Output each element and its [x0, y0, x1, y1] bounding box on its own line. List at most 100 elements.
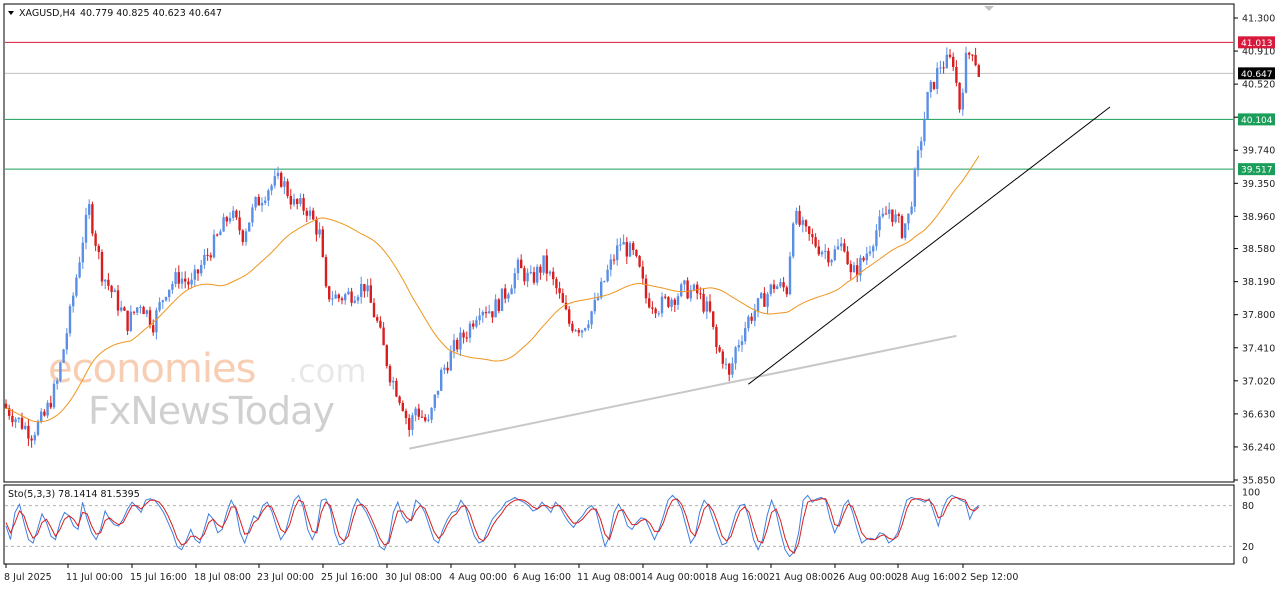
candle-body	[955, 66, 958, 83]
time-tick-label: 18 Aug 16:00	[705, 572, 769, 583]
price-tick-label: 40.910	[1242, 47, 1275, 58]
candle-body	[219, 231, 222, 236]
candle-body	[606, 269, 609, 282]
candle-body	[33, 434, 36, 441]
level-price-tag	[1238, 67, 1275, 80]
price-tick-label: 37.800	[1242, 310, 1275, 321]
candle-body	[398, 396, 401, 403]
candle-body	[852, 265, 856, 273]
candle-body	[942, 67, 945, 69]
candle-body	[17, 417, 20, 420]
candle-body	[424, 417, 427, 421]
candle-body	[65, 333, 68, 350]
candle-body	[600, 281, 603, 298]
time-tick-label: 14 Aug 00:00	[641, 572, 705, 583]
candle-body	[40, 411, 43, 422]
candle-body	[270, 185, 273, 191]
level-price-tag-label: 39.517	[1241, 166, 1273, 176]
candle-body	[340, 298, 344, 301]
candle-body	[529, 272, 532, 274]
candle-body	[321, 229, 324, 258]
candle-body	[731, 363, 734, 375]
candle-body	[648, 298, 651, 308]
candle-body	[372, 302, 376, 318]
support-trendline[interactable]	[408, 334, 957, 450]
candle-body	[926, 92, 929, 119]
uptrend-line[interactable]	[748, 106, 1111, 385]
candle-body	[216, 234, 219, 236]
candle-body	[776, 286, 779, 289]
level-price-tag-label: 40.104	[1241, 116, 1273, 126]
candle-body	[324, 257, 328, 287]
candle-body	[459, 332, 462, 350]
candle-body	[305, 210, 308, 216]
candle-body	[84, 214, 88, 243]
candle-body	[430, 407, 433, 420]
candle-body	[260, 202, 264, 206]
candle-body	[360, 283, 363, 297]
candle-body	[52, 383, 56, 408]
candle-body	[251, 207, 254, 223]
candle-body	[107, 279, 110, 286]
candle-body	[664, 296, 667, 298]
candle-body	[30, 438, 33, 441]
candle-body	[8, 408, 11, 416]
candle-body	[296, 199, 299, 204]
candle-body	[417, 408, 420, 417]
candle-body	[356, 296, 360, 301]
candle-body	[872, 246, 875, 252]
candle-body	[747, 316, 750, 329]
chart-shift-marker[interactable]	[984, 6, 994, 11]
candle-body	[273, 176, 276, 186]
candle-body	[289, 195, 292, 205]
candle-body	[420, 416, 424, 418]
candle-body	[916, 150, 920, 171]
candle-body	[673, 299, 676, 305]
candle-body	[171, 284, 174, 290]
candle-body	[369, 285, 372, 303]
candle-body	[539, 266, 542, 273]
candle-body	[763, 293, 766, 307]
candle-body	[136, 307, 139, 313]
candle-body	[756, 298, 760, 312]
candle-body	[504, 288, 507, 299]
watermark-fxnewstoday: FxNewsToday	[88, 389, 334, 433]
candle-body	[856, 265, 859, 276]
candle-body	[657, 313, 660, 315]
candle-body	[14, 419, 17, 423]
candle-body	[388, 366, 392, 383]
candle-body	[561, 293, 564, 303]
candle-body	[331, 298, 334, 300]
candle-body	[580, 330, 584, 333]
candle-body	[283, 181, 286, 187]
candle-body	[468, 323, 472, 338]
candle-body	[62, 349, 65, 363]
stoch-main-line	[5, 494, 980, 558]
candle-body	[347, 291, 350, 295]
candle-body	[584, 328, 587, 331]
candle-body	[865, 253, 868, 261]
candle-body	[827, 250, 830, 263]
candle-body	[628, 243, 632, 257]
collapse-triangle-icon[interactable]	[8, 11, 14, 15]
candle-body	[334, 294, 337, 299]
candle-body	[382, 327, 385, 346]
candle-body	[94, 233, 97, 246]
candle-body	[56, 380, 59, 384]
time-tick-label: 15 Jul 16:00	[130, 572, 187, 583]
candle-body	[456, 339, 459, 350]
candle-body	[609, 259, 612, 270]
level-price-tag	[1238, 113, 1275, 126]
time-tick-label: 23 Jul 00:00	[257, 572, 314, 583]
candle-body	[785, 287, 788, 295]
candle-body	[81, 242, 84, 263]
candle-body	[801, 220, 804, 225]
stoch-level-label: 20	[1242, 542, 1254, 553]
candle-body	[932, 81, 936, 89]
candle-body	[513, 273, 516, 289]
candle-body	[593, 299, 596, 312]
candle-body	[4, 403, 8, 409]
stoch-level-label: 0	[1242, 556, 1248, 567]
candle-body	[817, 246, 820, 255]
